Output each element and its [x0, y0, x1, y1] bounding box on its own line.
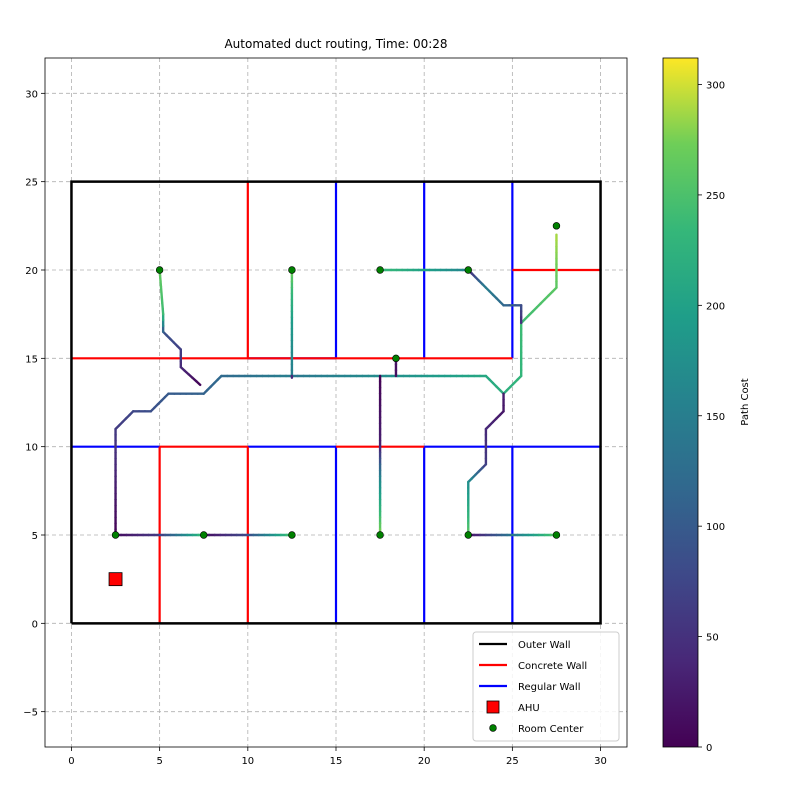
x-axis-ticks: 0 5 10 15 20 25 30 — [68, 747, 607, 767]
room-center-marker — [465, 532, 472, 539]
legend-label: Outer Wall — [518, 640, 571, 651]
room-center-marker — [553, 532, 560, 539]
colorbar-tick-label: 250 — [706, 191, 725, 202]
colorbar-tick-label: 100 — [706, 522, 725, 533]
room-center-marker — [112, 532, 119, 539]
room-center-marker — [200, 532, 207, 539]
colorbar-tick-label: 300 — [706, 81, 725, 92]
room-center-marker — [393, 355, 400, 362]
legend-label: Regular Wall — [518, 682, 580, 693]
colorbar-tick-label: 0 — [706, 743, 712, 754]
y-tick-label: 25 — [25, 178, 38, 189]
markers-layer — [109, 222, 560, 585]
y-tick-label: −5 — [23, 708, 38, 719]
room-center-marker — [289, 267, 296, 274]
colorbar-tick-label: 150 — [706, 412, 725, 423]
chart-title: Automated duct routing, Time: 00:28 — [224, 37, 447, 51]
legend-label: Concrete Wall — [518, 661, 587, 672]
colorbar-tick-label: 50 — [706, 633, 719, 644]
y-tick-label: 15 — [25, 354, 38, 365]
legend: Outer Wall Concrete Wall Regular Wall AHU Ro… — [473, 632, 619, 741]
x-tick-label: 20 — [418, 756, 431, 767]
legend-label: AHU — [518, 703, 540, 714]
legend-label: Room Center — [518, 724, 584, 735]
y-tick-label: 30 — [25, 89, 38, 100]
room-center-marker — [156, 267, 163, 274]
colorbar-gradient — [663, 58, 698, 747]
x-tick-label: 0 — [68, 756, 74, 767]
room-center-marker — [553, 222, 560, 229]
colorbar-label: Path Cost — [740, 378, 751, 425]
x-tick-label: 10 — [241, 756, 254, 767]
y-tick-label: 0 — [32, 619, 38, 630]
legend-square-swatch — [487, 701, 499, 713]
y-axis-ticks: −5 0 5 10 15 20 25 30 — [23, 89, 45, 718]
room-center-marker — [465, 267, 472, 274]
x-tick-label: 15 — [330, 756, 343, 767]
room-center-marker — [289, 532, 296, 539]
x-tick-label: 5 — [156, 756, 162, 767]
y-tick-label: 5 — [32, 531, 38, 542]
colorbar-tick-label: 200 — [706, 301, 725, 312]
colorbar: 0 50 100 150 200 250 300 Path Cost — [663, 58, 751, 754]
legend-dot-swatch — [490, 725, 497, 732]
ahu-marker — [109, 573, 122, 586]
x-tick-label: 25 — [506, 756, 519, 767]
y-tick-label: 10 — [25, 443, 38, 454]
x-tick-label: 30 — [594, 756, 607, 767]
y-tick-label: 20 — [25, 266, 38, 277]
room-center-marker — [377, 267, 384, 274]
colorbar-ticks: 0 50 100 150 200 250 300 — [698, 81, 725, 755]
room-center-marker — [377, 532, 384, 539]
